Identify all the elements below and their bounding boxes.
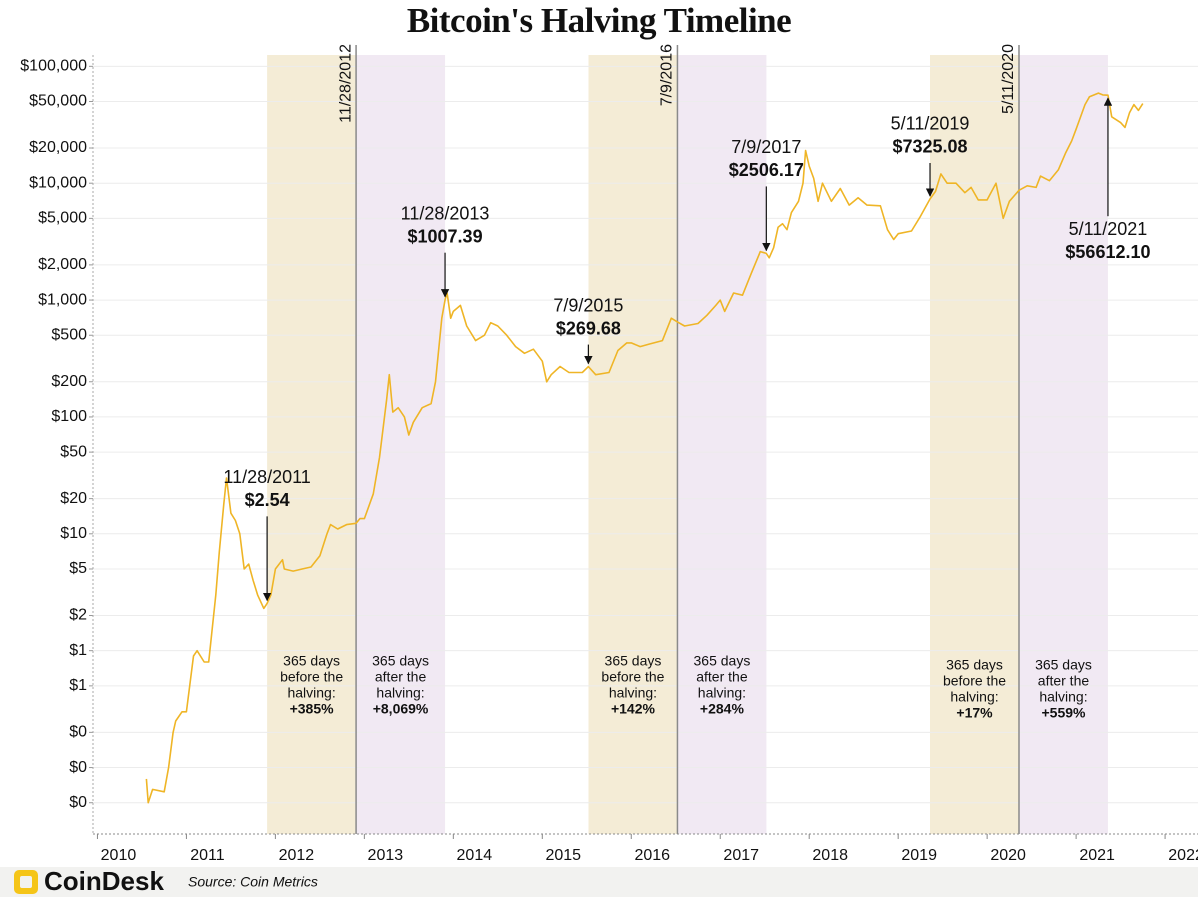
band-note: before the	[280, 669, 343, 685]
x-tick-label: 2019	[901, 847, 937, 864]
x-tick-label: 2022	[1168, 847, 1198, 864]
y-tick-label: $10	[60, 525, 87, 542]
logo-icon	[14, 870, 38, 894]
band-change: +17%	[956, 705, 993, 721]
y-tick-label: $0	[69, 759, 87, 776]
x-tick-label: 2018	[812, 847, 848, 864]
y-tick-label: $20	[60, 490, 87, 507]
band-note: 365 days	[1035, 657, 1092, 673]
halving-band	[930, 55, 1019, 834]
halving-label: 11/28/2012	[337, 44, 354, 123]
band-change: +559%	[1041, 705, 1086, 721]
y-tick-label: $2,000	[38, 256, 87, 273]
y-tick-label: $2	[69, 607, 87, 624]
x-tick-label: 2021	[1079, 847, 1115, 864]
annotation-date: 7/9/2015	[553, 295, 623, 315]
band-note: before the	[943, 673, 1006, 689]
band-note: 365 days	[605, 653, 662, 669]
x-tick-label: 2013	[368, 847, 404, 864]
annotation-label: $269.68	[556, 318, 621, 338]
annotation-date: 7/9/2017	[731, 137, 801, 157]
band-note: halving:	[950, 689, 998, 705]
y-tick-label: $500	[51, 326, 87, 343]
annotation-date: 5/11/2021	[1069, 219, 1148, 239]
band-note: 365 days	[283, 653, 340, 669]
halving-label: 5/11/2020	[1000, 44, 1017, 114]
y-tick-label: $0	[69, 724, 87, 741]
bands	[267, 55, 1108, 834]
annotation-label: $56612.10	[1065, 242, 1150, 262]
band-change: +284%	[700, 701, 745, 717]
y-tick-label: $50	[60, 443, 87, 460]
annotation-date: 5/11/2019	[891, 114, 970, 134]
x-tick-label: 2016	[634, 847, 670, 864]
x-tick-label: 2012	[279, 847, 315, 864]
x-tick-label: 2011	[190, 847, 225, 864]
band-note: 365 days	[694, 653, 751, 669]
y-tick-label: $20,000	[29, 139, 87, 156]
band-note: 365 days	[946, 657, 1003, 673]
band-note: halving:	[698, 685, 746, 701]
source: Source: Coin Metrics	[188, 874, 318, 890]
band-change: +142%	[611, 701, 656, 717]
halving-band	[588, 55, 678, 834]
halving-label: 7/9/2016	[659, 44, 676, 106]
annotation-label: $1007.39	[408, 226, 483, 246]
y-tick-label: $10,000	[29, 174, 87, 191]
x-tick-label: 2010	[101, 847, 137, 864]
annotation-date: 11/28/2013	[401, 203, 490, 223]
band-change: +385%	[290, 701, 335, 717]
y-tick-label: $5,000	[38, 210, 87, 227]
x-tick-label: 2014	[457, 847, 493, 864]
y-tick-label: $1	[69, 677, 87, 694]
band-note: after the	[696, 669, 748, 685]
band-note: 365 days	[372, 653, 429, 669]
y-tick-label: $1	[69, 642, 87, 659]
x-tick-label: 2015	[545, 847, 581, 864]
footer	[0, 867, 1198, 897]
brand: CoinDesk	[44, 866, 164, 896]
grid: $100,000 $50,000 $20,000 $10,000 $5,000 $2,00…	[20, 55, 1198, 864]
band-note: after the	[375, 669, 427, 685]
y-tick-label: $100	[51, 408, 87, 425]
annotation-label: $2506.17	[729, 160, 804, 180]
y-tick-label: $100,000	[20, 58, 87, 75]
y-tick-label: $1,000	[38, 291, 87, 308]
band-note: before the	[601, 669, 664, 685]
band-note: halving:	[1039, 689, 1087, 705]
band-note: halving:	[609, 685, 657, 701]
band-note: halving:	[287, 685, 335, 701]
x-tick-label: 2017	[723, 847, 759, 864]
band-note: after the	[1038, 673, 1090, 689]
y-tick-label: $200	[51, 373, 87, 390]
halving-band	[1018, 55, 1108, 834]
halving-band	[356, 55, 446, 834]
annotation-label: $2.54	[245, 490, 290, 510]
band-change: +8,069%	[373, 701, 429, 717]
y-tick-label: $50,000	[29, 93, 87, 110]
chart-title: Bitcoin's Halving Timeline	[407, 1, 791, 40]
y-tick-label: $5	[69, 560, 87, 577]
x-tick-label: 2020	[990, 847, 1026, 864]
halving-band	[677, 55, 767, 834]
halving-band	[267, 55, 357, 834]
band-note: halving:	[376, 685, 424, 701]
annotation-date: 11/28/2011	[223, 467, 310, 487]
annotation-label: $7325.08	[892, 137, 967, 157]
y-tick-label: $0	[69, 794, 87, 811]
